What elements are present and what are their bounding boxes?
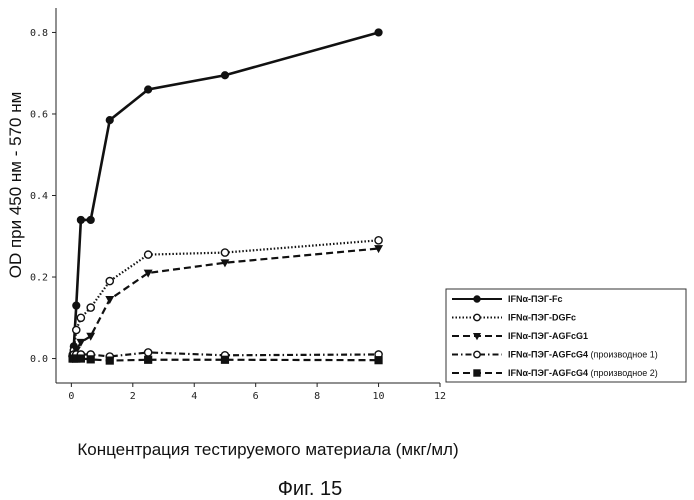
data-point xyxy=(73,302,80,309)
data-point xyxy=(106,277,113,284)
data-point xyxy=(145,86,152,93)
legend-marker xyxy=(474,296,480,302)
legend-series-name: IFNα-ПЭГ-AGFcG4 xyxy=(508,350,588,360)
y-tick-label: 0.2 xyxy=(30,273,48,284)
legend-label: IFNα-ПЭГ-Fc xyxy=(508,294,563,304)
legend-series-suffix: (производное 2) xyxy=(588,368,658,378)
x-tick-label: 4 xyxy=(191,391,197,402)
legend-series-name: IFNα-ПЭГ-DGFc xyxy=(508,313,576,323)
legend-series-name: IFNα-ПЭГ-AGFcG4 xyxy=(508,368,588,378)
legend: IFNα-ПЭГ-Fc IFNα-ПЭГ-DGFc IFNα-ПЭГ-AGFcG1 I… xyxy=(446,289,686,382)
data-point xyxy=(87,356,94,363)
legend-label: IFNα-ПЭГ-AGFcG4 (производное 1) xyxy=(508,350,658,360)
x-tick-label: 6 xyxy=(253,391,259,402)
data-point xyxy=(221,249,228,256)
y-tick-label: 0.4 xyxy=(30,191,48,202)
x-tick-label: 8 xyxy=(314,391,320,402)
data-point xyxy=(106,116,113,123)
data-point xyxy=(77,216,84,223)
x-tick-label: 2 xyxy=(130,391,136,402)
legend-series-suffix: (производное 1) xyxy=(588,350,658,360)
legend-label: IFNα-ПЭГ-DGFc xyxy=(508,313,576,323)
y-tick-label: 0.0 xyxy=(30,354,48,365)
legend-marker xyxy=(474,370,480,376)
figure-caption: Фиг. 15 xyxy=(278,478,343,500)
data-point xyxy=(73,326,80,333)
x-tick-label: 12 xyxy=(434,391,446,402)
y-axis-label: OD при 450 нм - 570 нм xyxy=(6,92,25,279)
data-point xyxy=(221,72,228,79)
data-point xyxy=(375,29,382,36)
data-point xyxy=(77,355,84,362)
data-point xyxy=(77,314,84,321)
data-point xyxy=(221,356,228,363)
legend-series-name: IFNα-ПЭГ-Fc xyxy=(508,294,563,304)
legend-label: IFNα-ПЭГ-AGFcG1 xyxy=(508,331,588,341)
y-tick-label: 0.6 xyxy=(30,109,48,120)
legend-series-name: IFNα-ПЭГ-AGFcG1 xyxy=(508,331,588,341)
data-point xyxy=(145,356,152,363)
data-point xyxy=(145,349,152,356)
data-point xyxy=(375,357,382,364)
x-axis-label: Концентрация тестируемого материала (мкг… xyxy=(77,440,458,459)
legend-marker xyxy=(474,351,480,357)
data-point xyxy=(145,251,152,258)
legend-label: IFNα-ПЭГ-AGFcG4 (производное 2) xyxy=(508,368,658,378)
data-point xyxy=(87,304,94,311)
data-point xyxy=(106,357,113,364)
data-point xyxy=(87,216,94,223)
x-tick-label: 10 xyxy=(373,391,385,402)
legend-marker xyxy=(474,314,480,320)
x-tick-label: 0 xyxy=(68,391,74,402)
y-tick-label: 0.8 xyxy=(30,28,48,39)
data-point xyxy=(375,237,382,244)
